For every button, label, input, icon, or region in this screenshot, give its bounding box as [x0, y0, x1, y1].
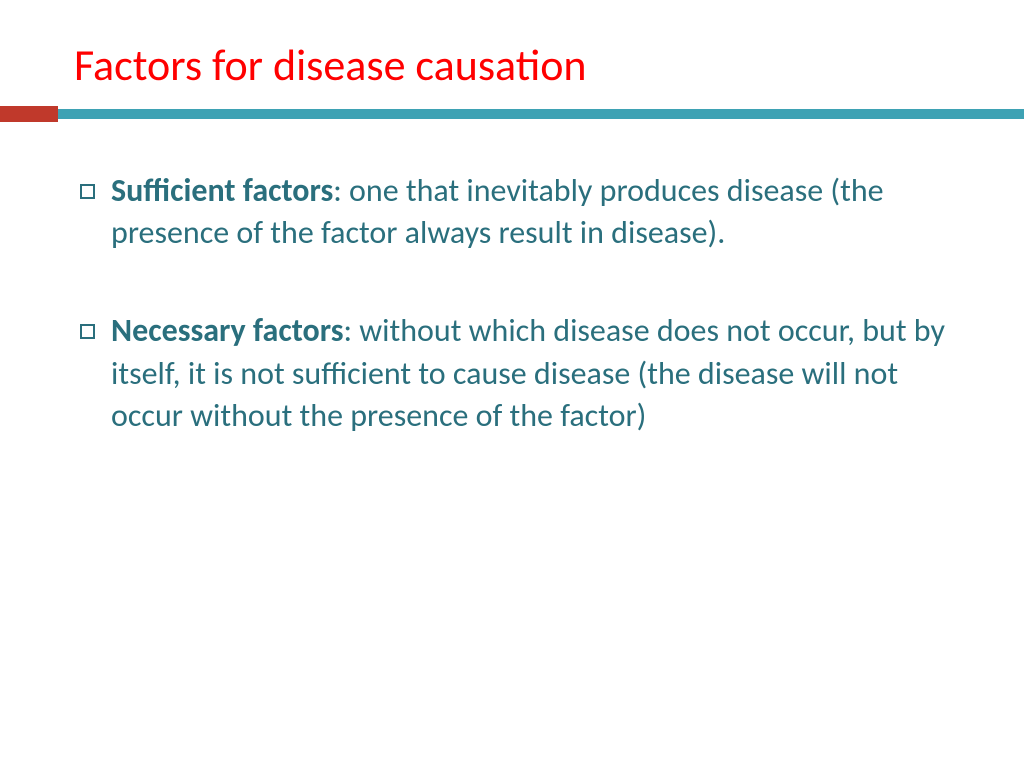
bullet-bold: Sufficient factors	[111, 171, 333, 210]
bullet-item: Necessary factors: without which disease…	[80, 310, 964, 437]
title-divider	[0, 106, 1024, 122]
slide-body: Sufficient factors: one that inevitably …	[80, 170, 964, 493]
divider-accent-bar	[0, 106, 58, 122]
bullet-text: Sufficient factors: one that inevitably …	[111, 170, 964, 254]
title-text: Factors for disease causation	[74, 38, 587, 92]
slide: Factors for disease causation Sufficient…	[0, 0, 1024, 768]
slide-title: Factors for disease causation	[74, 38, 984, 92]
bullet-marker-icon	[80, 184, 95, 199]
bullet-item: Sufficient factors: one that inevitably …	[80, 170, 964, 254]
divider-main-bar	[0, 109, 1024, 119]
bullet-bold: Necessary factors	[111, 311, 343, 350]
bullet-marker-icon	[80, 324, 95, 339]
bullet-text: Necessary factors: without which disease…	[111, 310, 964, 437]
